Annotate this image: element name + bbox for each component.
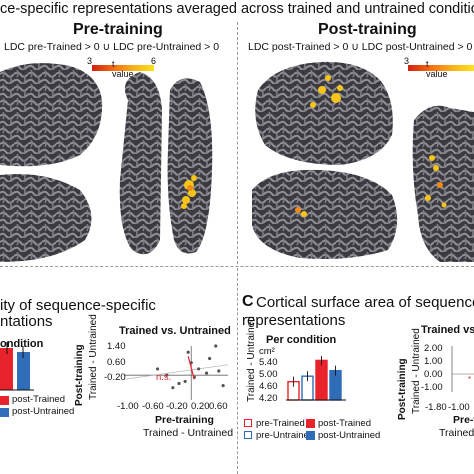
panel-c-ytick-3: 4.20: [259, 393, 278, 404]
post-cbar-min: 3: [404, 56, 410, 66]
panel-b-ylabel-bold: Post-training: [74, 344, 85, 406]
pre-contrast-label: LDC pre-Trained > 0 ∪ LDC pre-Untrained …: [4, 41, 220, 53]
panel-b-ylabel-sub: Trained - Untrained: [88, 314, 99, 400]
panel-c-ytick-1: 5.00: [259, 369, 278, 380]
panel-c-xlabel-bold: Pre-t: [453, 414, 474, 426]
pre-dorsal-right-hemisphere: [167, 78, 213, 254]
divider-horizontal: [0, 266, 474, 267]
pre-colorbar-gradient: [92, 65, 154, 71]
panel-b-scatter-fit-line: [123, 364, 229, 380]
panel-b-title-line2: ntations: [0, 313, 53, 330]
legend-label-pre-trained: pre-Trained: [256, 418, 305, 429]
panel-b-annotation: n.s.: [156, 372, 172, 383]
bar-post-untrained: [17, 352, 30, 390]
panel-c-scatter-title: Trained vs.: [421, 324, 474, 336]
panel-b-scatter: [123, 344, 229, 400]
pre-cbar-max: 6: [151, 56, 157, 66]
panel-c-unit: cm²: [259, 346, 275, 357]
panel-c-ylabel-bold: Post-training: [397, 358, 408, 420]
panel-b-scatter-point: [155, 367, 160, 371]
legend-label-post-untrained-c: post-Untrained: [318, 430, 381, 441]
panel-c-title-line2: representations: [242, 312, 346, 329]
panel-c-per-condition-title: Per condition: [266, 334, 337, 346]
post-colorbar-gradient: [408, 65, 474, 71]
divider-vertical: [237, 22, 238, 264]
panel-c-xlabel-sub: Trained -: [439, 427, 474, 439]
panel-b-xtick-3: 0.20: [191, 401, 210, 412]
panel-b-title-line1: ity of sequence-specific: [0, 297, 156, 314]
panel-c-ytick-s2: 0.00: [424, 369, 443, 380]
panel-b-scatter-point: [217, 369, 221, 373]
panel-b-xtick-2: -0.20: [166, 401, 188, 412]
panel-b-scatter-point: [171, 386, 175, 390]
panel-c-scatter-red-mark: *: [468, 375, 471, 384]
post-lateral-brain-lower: [252, 169, 398, 259]
pre-cbar-label: t value: [112, 59, 134, 79]
panel-b-xlabel-bold: Pre-training: [155, 414, 214, 426]
legend-label-post-untrained: post-Untrained: [12, 406, 75, 417]
pre-lateral-brain-upper: [0, 63, 103, 167]
panel-b-scatter-point: [197, 367, 201, 371]
panel-b-per-condition-title: ondition: [0, 338, 44, 350]
panel-c-bar-chart: [286, 356, 346, 401]
panel-c-xtick-s0: -1.80: [425, 402, 447, 413]
panel-c-letter: C: [242, 293, 254, 310]
panel-b-scatter-point: [186, 350, 190, 354]
figure-title: ce-specific representations averaged acr…: [0, 1, 474, 17]
panel-b-scatter-title: Trained vs. Untrained: [119, 325, 231, 337]
panel-b-scatter-point: [221, 383, 225, 388]
legend-swatch-post-untrained-c: [306, 431, 315, 440]
panel-b-scatter-ylabel: Post-training: [74, 344, 85, 406]
panel-c-bar-2: [315, 359, 328, 401]
panel-b-xtick-0: -1.00: [117, 401, 139, 412]
legend-swatch-pre-untrained: [244, 431, 252, 439]
pre-dorsal-left-hemisphere: [119, 72, 162, 255]
pre-cbar-min: 3: [87, 56, 93, 66]
brain-renderings: [0, 61, 474, 262]
post-activation-clusters: [295, 75, 447, 217]
post-cbar-label: t value: [426, 59, 448, 79]
panel-b-scatter-point: [177, 381, 181, 386]
panel-c-ytick-s3: -1.00: [421, 382, 443, 393]
panel-c-ytick-s1: 1.00: [424, 356, 443, 367]
panel-b-xtick-4: 0.60: [209, 401, 228, 412]
panel-b-scatter-point: [165, 373, 169, 377]
pre-activation-cluster: [181, 175, 197, 209]
post-contrast-label: LDC post-Trained > 0 ∪ LDC post-Untraine…: [248, 41, 473, 53]
panel-b-ytick-0: 1.40: [107, 341, 126, 352]
panel-c-ylabel: Trained - Untrained: [246, 316, 257, 402]
legend-label-pre-untrained: pre-Untrained: [256, 430, 315, 441]
panel-c-scatter: *: [451, 346, 474, 392]
panel-c-ytick-2: 4.60: [259, 381, 278, 392]
panel-c-ytick-0: 5.40: [259, 357, 278, 368]
panel-b-scatter-point: [204, 371, 209, 375]
pre-lateral-brain-lower: [0, 174, 92, 262]
post-dorsal-hemisphere: [412, 105, 474, 262]
legend-label-post-trained: post-Trained: [12, 394, 65, 405]
divider-vertical-lower: [237, 268, 238, 474]
panel-c-scatter-ylabel-bold: Post-training: [397, 358, 408, 420]
panel-c-ytick-s0: 2.00: [424, 343, 443, 354]
panel-b-scatter-point: [183, 379, 187, 384]
panel-b-xlabel-sub: Trained - Untrained: [143, 427, 234, 439]
pre-training-title: Pre-training: [73, 21, 163, 38]
legend-swatch-post-untrained: [0, 408, 9, 417]
panel-c-ylabel-sub: Trained - Untrained: [411, 328, 422, 414]
post-training-title: Post-training: [318, 21, 417, 38]
legend-label-post-trained-c: post-Trained: [318, 418, 371, 429]
panel-b-ytick-1: 0.60: [107, 357, 126, 368]
panel-c-title-line1: Cortical surface area of sequence-s: [256, 294, 474, 311]
panel-c-xtick-s1: -1.00: [448, 402, 470, 413]
panel-b-scatter-point: [208, 356, 212, 361]
panel-b-scatter-red-fit: [187, 356, 195, 380]
post-lateral-brain-upper: [255, 61, 393, 166]
panel-b-bar-chart: [0, 342, 34, 391]
legend-swatch-post-trained: [0, 396, 9, 405]
panel-b-scatter-point: [214, 344, 218, 348]
panel-b-xtick-1: -0.60: [142, 401, 164, 412]
panel-b-ytick-2: -0.20: [104, 372, 126, 383]
legend-swatch-pre-trained: [244, 419, 252, 427]
bar-post-trained: [0, 348, 13, 390]
legend-swatch-post-trained-c: [306, 419, 315, 428]
